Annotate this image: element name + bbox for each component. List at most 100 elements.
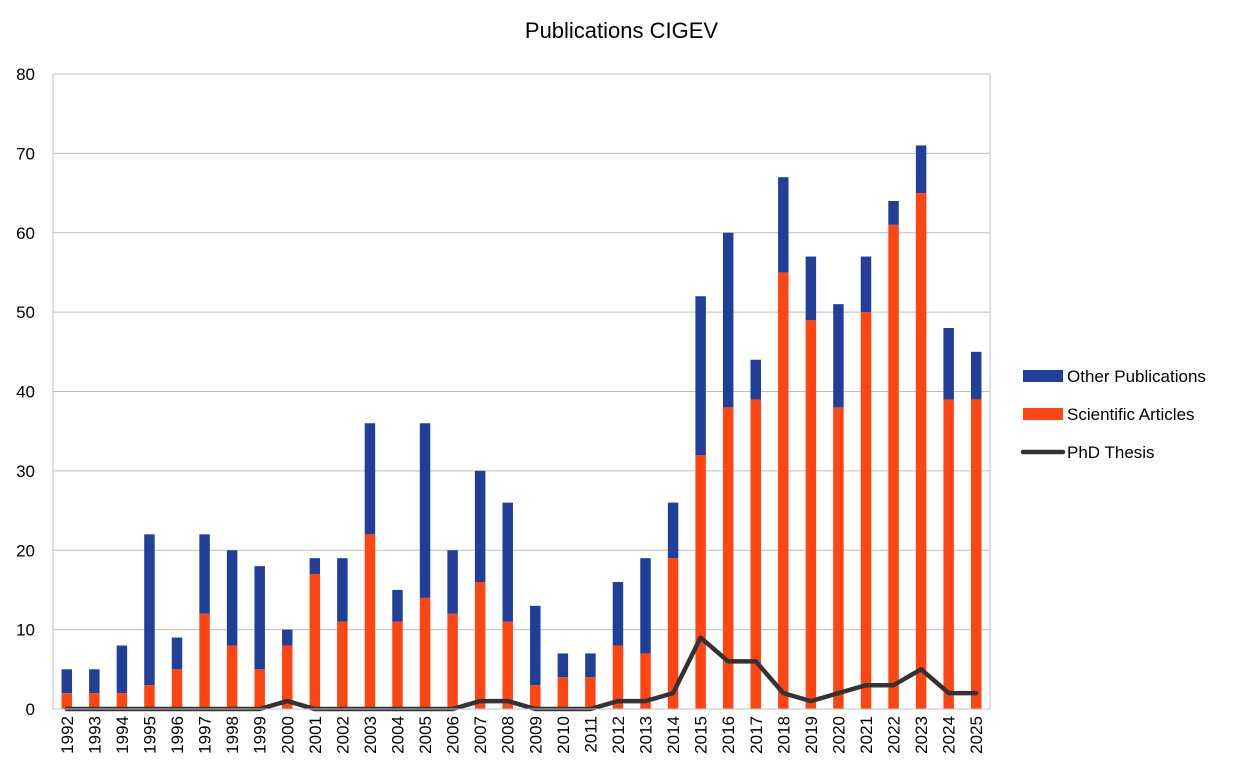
bar-scientific-articles bbox=[171, 669, 183, 709]
bar-other-publications bbox=[778, 177, 789, 273]
x-tick-label: 1993 bbox=[85, 716, 104, 754]
bar-scientific-articles bbox=[778, 272, 789, 709]
x-tick-label: 1997 bbox=[196, 716, 215, 754]
x-tick-label: 2025 bbox=[967, 716, 986, 754]
bar-other-publications bbox=[612, 582, 624, 646]
x-tick-label: 2010 bbox=[554, 716, 573, 754]
x-tick-label: 2014 bbox=[664, 716, 683, 754]
bar-scientific-articles bbox=[585, 677, 596, 709]
bar-scientific-articles bbox=[364, 534, 376, 709]
bar-other-publications bbox=[970, 351, 982, 400]
x-tick-label: 2020 bbox=[829, 716, 848, 754]
bar-scientific-articles bbox=[888, 224, 899, 709]
y-axis-ticks: 0 10 20 30 40 50 60 70 80 bbox=[16, 65, 35, 719]
x-tick-label: 1996 bbox=[168, 716, 187, 754]
x-tick-label: 2004 bbox=[388, 716, 407, 754]
legend-label-phd-thesis: PhD Thesis bbox=[1067, 443, 1155, 462]
x-tick-label: 1998 bbox=[223, 716, 242, 754]
bars bbox=[61, 145, 982, 709]
x-tick-label: 2003 bbox=[361, 716, 380, 754]
x-tick-label: 2016 bbox=[719, 716, 738, 754]
x-tick-label: 2007 bbox=[471, 716, 490, 754]
bar-other-publications bbox=[805, 256, 817, 321]
bar-scientific-articles bbox=[474, 582, 486, 709]
bar-other-publications bbox=[144, 534, 155, 686]
bar-other-publications bbox=[226, 550, 238, 646]
bar-other-publications bbox=[557, 653, 569, 678]
y-tick-label: 30 bbox=[16, 462, 35, 481]
bar-other-publications bbox=[585, 653, 596, 678]
x-tick-label: 2011 bbox=[581, 716, 600, 753]
bar-scientific-articles bbox=[226, 645, 238, 709]
bar-other-publications bbox=[309, 558, 321, 575]
x-tick-label: 1992 bbox=[58, 716, 77, 754]
bar-other-publications bbox=[667, 502, 679, 559]
bar-other-publications bbox=[640, 558, 651, 654]
bar-scientific-articles bbox=[309, 574, 321, 709]
bar-other-publications bbox=[695, 296, 706, 455]
y-tick-label: 40 bbox=[16, 383, 35, 402]
bar-other-publications bbox=[419, 423, 431, 598]
x-axis-ticks: 1992 1993 1994 1995 1996 1997 1998 1999 2000 2001… bbox=[58, 716, 986, 754]
x-tick-label: 2017 bbox=[747, 716, 766, 754]
bar-scientific-articles bbox=[530, 685, 541, 709]
x-tick-label: 1999 bbox=[251, 716, 270, 754]
bar-other-publications bbox=[530, 605, 541, 686]
bar-scientific-articles bbox=[61, 693, 73, 709]
bar-other-publications bbox=[860, 256, 872, 313]
x-tick-label: 2001 bbox=[306, 716, 325, 754]
bar-other-publications bbox=[282, 629, 293, 646]
x-tick-label: 2006 bbox=[444, 716, 463, 754]
x-tick-label: 2012 bbox=[609, 716, 628, 754]
bar-scientific-articles bbox=[144, 685, 155, 709]
x-tick-label: 2024 bbox=[940, 716, 959, 754]
y-tick-label: 0 bbox=[26, 700, 35, 719]
bar-scientific-articles bbox=[640, 653, 651, 709]
bar-other-publications bbox=[171, 637, 183, 670]
legend-label-other-publications: Other Publications bbox=[1067, 367, 1206, 386]
bar-scientific-articles bbox=[750, 399, 761, 709]
x-tick-label: 1995 bbox=[140, 716, 159, 754]
chart-title: Publications CIGEV bbox=[524, 18, 719, 43]
bar-other-publications bbox=[502, 502, 513, 622]
bar-scientific-articles bbox=[805, 320, 817, 709]
bar-scientific-articles bbox=[337, 621, 348, 709]
bar-scientific-articles bbox=[722, 407, 734, 709]
bar-scientific-articles bbox=[199, 613, 210, 709]
bar-scientific-articles bbox=[943, 399, 954, 709]
grid-lines bbox=[53, 73, 990, 710]
bar-other-publications bbox=[254, 566, 265, 670]
bar-other-publications bbox=[364, 423, 376, 535]
bar-scientific-articles bbox=[254, 669, 265, 709]
x-tick-label: 2023 bbox=[912, 716, 931, 754]
bar-scientific-articles bbox=[970, 399, 982, 709]
bar-other-publications bbox=[474, 470, 486, 582]
bar-scientific-articles bbox=[695, 455, 706, 709]
bar-scientific-articles bbox=[557, 677, 569, 709]
bar-other-publications bbox=[89, 669, 100, 694]
bar-scientific-articles bbox=[419, 597, 431, 709]
bar-other-publications bbox=[116, 645, 128, 694]
bar-scientific-articles bbox=[612, 645, 624, 709]
bar-scientific-articles bbox=[915, 193, 927, 709]
bar-other-publications bbox=[447, 550, 458, 614]
x-tick-label: 2008 bbox=[499, 716, 518, 754]
bar-scientific-articles bbox=[860, 312, 872, 709]
bar-other-publications bbox=[337, 558, 348, 622]
bar-other-publications bbox=[888, 201, 899, 225]
bar-scientific-articles bbox=[282, 645, 293, 709]
bar-other-publications bbox=[61, 669, 73, 694]
x-tick-label: 2019 bbox=[802, 716, 821, 754]
bar-other-publications bbox=[722, 232, 734, 408]
bar-other-publications bbox=[750, 359, 761, 400]
bar-scientific-articles bbox=[667, 558, 679, 709]
x-tick-label: 2000 bbox=[278, 716, 297, 754]
bar-scientific-articles bbox=[833, 407, 844, 709]
bar-other-publications bbox=[833, 304, 844, 408]
y-tick-label: 10 bbox=[16, 621, 35, 640]
bar-scientific-articles bbox=[116, 693, 128, 709]
y-tick-label: 60 bbox=[16, 224, 35, 243]
y-tick-label: 50 bbox=[16, 303, 35, 322]
bar-scientific-articles bbox=[89, 693, 100, 709]
